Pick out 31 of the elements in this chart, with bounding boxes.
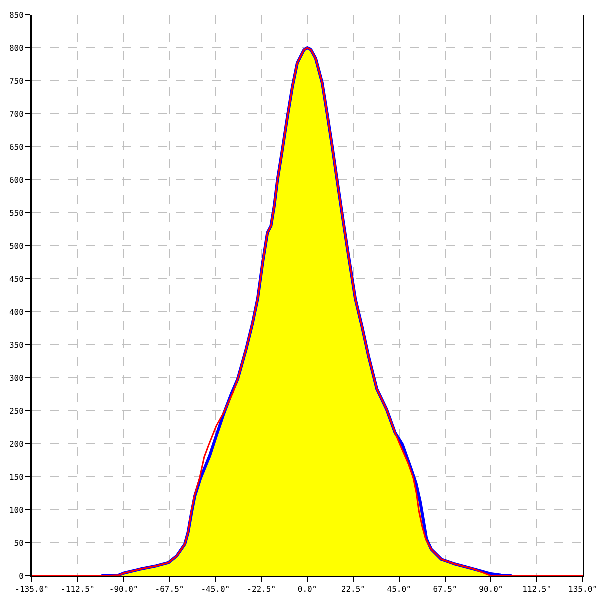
x-tick-label: 112.5° bbox=[522, 585, 552, 594]
y-tick-label: 300 bbox=[9, 374, 24, 383]
x-tick-label: 90.0° bbox=[479, 585, 504, 594]
x-tick-label: -135.0° bbox=[15, 585, 49, 594]
y-tick-label: 50 bbox=[14, 538, 24, 548]
y-tick-label: 350 bbox=[9, 340, 24, 350]
y-tick-label: 100 bbox=[9, 506, 24, 515]
x-tick-label: 0.0° bbox=[298, 585, 318, 594]
y-tick-label: 200 bbox=[9, 440, 24, 449]
y-tick-label: 850 bbox=[9, 10, 24, 20]
y-tick-label: 0 bbox=[19, 572, 24, 581]
y-tick-label: 700 bbox=[9, 110, 24, 119]
x-tick-label: 45.0° bbox=[387, 585, 412, 594]
x-tick-label: -45.0° bbox=[201, 585, 230, 594]
y-tick-label: 600 bbox=[9, 176, 24, 185]
y-tick-label: 400 bbox=[9, 308, 24, 317]
x-tick-label: 135.0° bbox=[568, 585, 598, 594]
y-tick-label: 150 bbox=[9, 472, 24, 482]
x-tick-label: -112.5° bbox=[61, 585, 95, 594]
y-tick-label: 650 bbox=[9, 142, 24, 152]
x-tick-label: 22.5° bbox=[341, 585, 366, 594]
x-tick-label: -90.0° bbox=[109, 585, 138, 594]
x-tick-label: 67.5° bbox=[433, 585, 458, 594]
y-tick-label: 500 bbox=[9, 242, 24, 251]
y-tick-label: 550 bbox=[9, 208, 24, 218]
x-tick-label: -22.5° bbox=[247, 585, 276, 594]
y-tick-label: 800 bbox=[9, 44, 24, 53]
y-tick-label: 750 bbox=[9, 76, 24, 86]
y-tick-label: 250 bbox=[9, 406, 24, 416]
y-tick-label: 450 bbox=[9, 274, 24, 284]
x-tick-label: -67.5° bbox=[155, 585, 184, 594]
